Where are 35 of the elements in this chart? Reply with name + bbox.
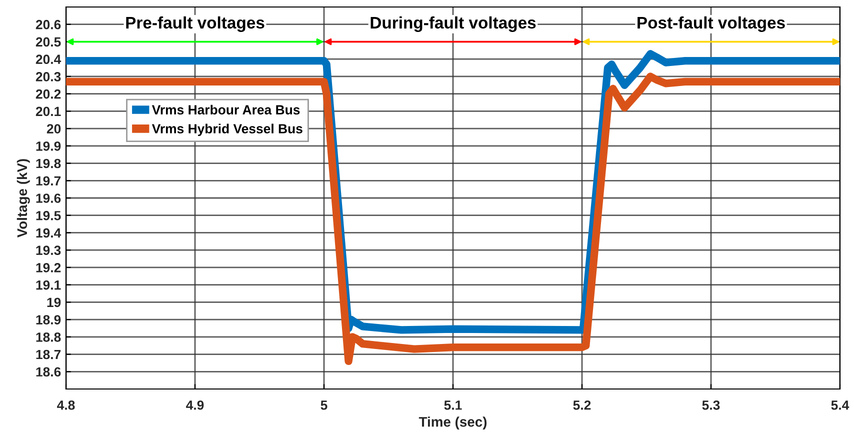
x-tick-label: 5.3: [702, 400, 720, 410]
y-tick-label: 18.8: [36, 332, 61, 342]
y-tick-label: 20.5: [36, 37, 61, 47]
y-tick-label: 18.9: [36, 315, 61, 324]
x-tick-label: 5.4: [831, 400, 850, 410]
x-tick-label: 5.1: [444, 400, 462, 410]
x-tick-label: 5.2: [573, 400, 591, 410]
y-tick-label: 19.7: [36, 176, 61, 186]
x-tick-label: 5: [320, 400, 328, 410]
y-tick-label: 20: [46, 124, 61, 134]
x-tick-label: 4.8: [57, 400, 75, 410]
annotation: During-fault voltages: [370, 16, 536, 32]
x-axis-title: Time (sec): [418, 416, 487, 430]
y-tick-label: 19.5: [36, 210, 61, 220]
y-tick-label: 19.4: [36, 228, 62, 238]
annotation: Pre-fault voltages: [126, 16, 264, 32]
y-tick-label: 19.2: [36, 263, 61, 272]
annotation: Post-fault voltages: [638, 16, 785, 32]
legend-label: Vrms Hybrid Vessel Bus: [152, 124, 302, 136]
y-tick-label: 19: [47, 298, 61, 308]
y-tick-label: 18.6: [36, 367, 61, 377]
y-tick-label: 20.3: [36, 72, 61, 82]
y-tick-label: 19.6: [36, 194, 61, 203]
y-axis-title: Voltage (kV): [16, 159, 30, 238]
y-tick-label: 20.1: [36, 106, 61, 116]
y-tick-label: 20.4: [36, 54, 62, 64]
x-tick-label: 4.9: [186, 400, 204, 410]
legend-label: Vrms Harbour Area Bus: [152, 104, 300, 115]
y-tick-label: 19.3: [36, 246, 61, 256]
y-tick-label: 20.2: [36, 89, 61, 99]
y-tick-label: 18.7: [36, 350, 61, 360]
y-tick-label: 19.8: [36, 158, 61, 168]
y-tick-label: 19.1: [36, 280, 61, 290]
y-tick-label: 20.6: [36, 20, 61, 30]
y-tick-label: 19.9: [36, 141, 61, 151]
